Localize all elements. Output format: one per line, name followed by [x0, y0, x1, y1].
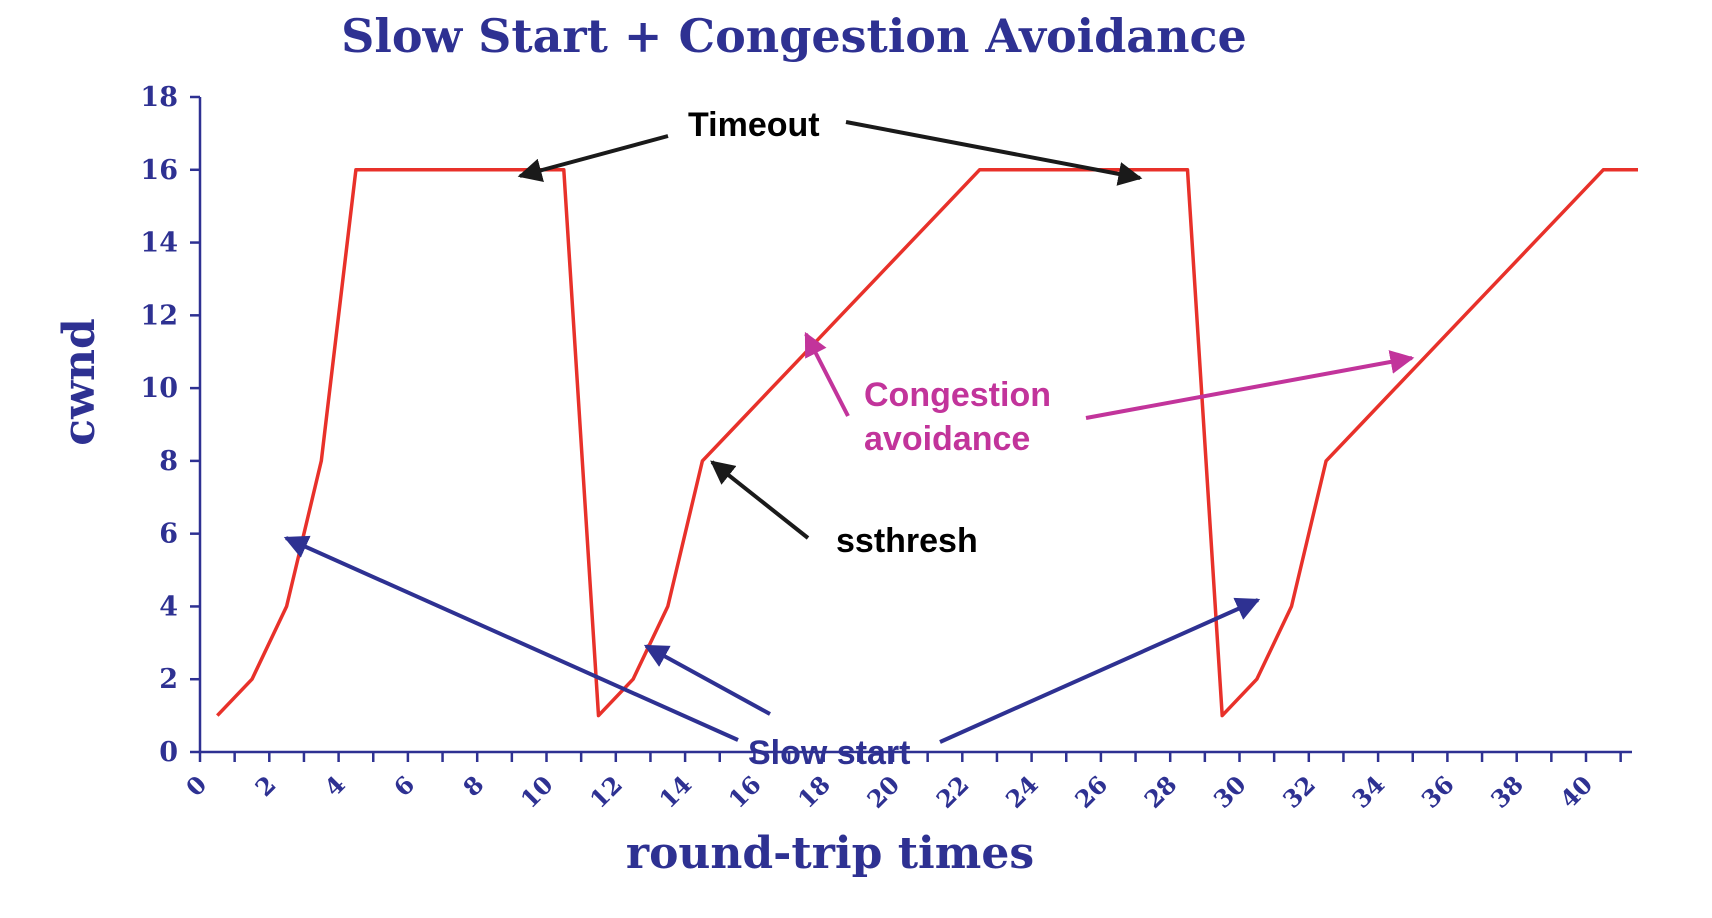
y-axis-label: cwnd: [54, 318, 105, 445]
ssthresh-annotation: ssthresh: [836, 522, 978, 560]
timeout-arrows: [517, 120, 1143, 186]
timeout-arrow-right: [845, 120, 1143, 186]
x-tick-label: 30: [1208, 770, 1252, 814]
series-group: [216, 168, 1638, 718]
axes: [198, 97, 1632, 754]
x-tick-label: 20: [861, 770, 905, 814]
timeout-arrow-left: [517, 134, 669, 182]
chart-title: Slow Start + Congestion Avoidance: [341, 9, 1247, 63]
ssthresh-arrow: [710, 460, 810, 540]
x-tick-label: 38: [1485, 770, 1529, 814]
x-tick-label: 28: [1138, 770, 1182, 814]
slow-start-arrow-3: [939, 597, 1261, 744]
timeout-annotation: Timeout: [688, 106, 820, 144]
y-tick-label: 0: [159, 737, 178, 768]
x-tick-label: 14: [653, 770, 697, 814]
y-tick-label: 16: [140, 155, 178, 186]
x-tick-label: 32: [1277, 770, 1321, 814]
x-tick-label: 6: [388, 770, 420, 802]
x-tick-label: 12: [584, 770, 628, 814]
y-tick-label: 2: [159, 664, 178, 695]
x-tick-label: 40: [1554, 770, 1598, 814]
y-tick-label: 4: [159, 591, 178, 622]
congestion-avoidance-arrows: [804, 331, 1415, 420]
x-axis-label: round-trip times: [626, 828, 1034, 879]
x-tick-label: 24: [1000, 770, 1044, 814]
x-tick-label: 34: [1346, 770, 1390, 814]
x-tick-label: 10: [515, 770, 559, 814]
x-tick-label: 16: [723, 770, 767, 814]
y-tick-label: 14: [140, 228, 178, 259]
x-tick-label: 18: [792, 770, 836, 814]
slow-start-arrow-2: [643, 644, 771, 716]
congestion-avoidance-annotation-line1: Congestion: [864, 376, 1051, 414]
congestion-arrow-right: [1085, 350, 1415, 420]
y-tick-label: 18: [140, 82, 178, 113]
x-tick-label: 4: [319, 770, 351, 802]
x-tick-label: 0: [180, 770, 212, 802]
x-tick-label: 26: [1069, 770, 1113, 814]
congestion-avoidance-annotation-line2: avoidance: [864, 420, 1030, 458]
y-tick-label: 8: [159, 446, 178, 477]
x-tick-label: 2: [249, 770, 281, 802]
y-tick-label: 6: [159, 519, 178, 550]
y-tick-label: 12: [140, 300, 178, 331]
x-tick-label: 8: [457, 770, 489, 802]
x-tick-label: 36: [1416, 770, 1460, 814]
cwnd-series-line: [216, 168, 1638, 718]
y-axis-ticks: 0 2 4 6 8 10 12 14 16 18: [140, 82, 200, 768]
slow-start-arrow-1: [283, 535, 739, 742]
slow-start-annotation: Slow start: [748, 734, 910, 772]
x-tick-label: 22: [930, 770, 974, 814]
congestion-arrow-left: [804, 331, 850, 417]
y-tick-label: 10: [140, 373, 178, 404]
slow-start-arrows: [283, 535, 1261, 744]
